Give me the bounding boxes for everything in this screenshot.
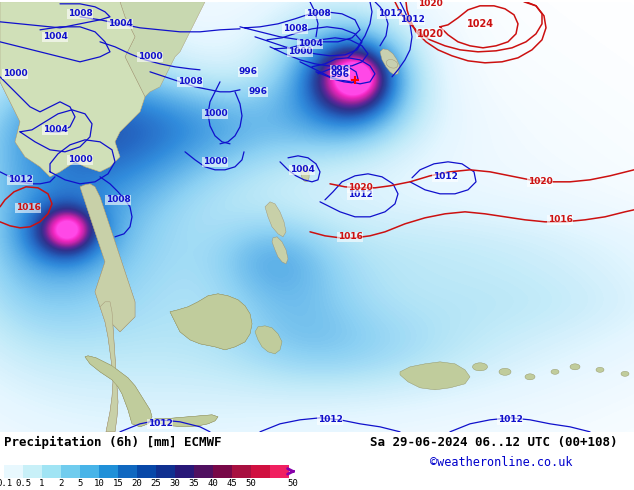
Ellipse shape [570,364,580,370]
Text: 1016: 1016 [548,215,573,224]
Text: 1000: 1000 [138,52,162,61]
Text: 1020: 1020 [347,183,372,193]
Text: 1012: 1012 [8,175,32,184]
Bar [156,465,175,478]
Polygon shape [85,356,152,427]
Text: 1000: 1000 [3,69,27,78]
Bar [80,465,99,478]
Text: 25: 25 [151,479,162,488]
Text: 50: 50 [288,479,299,488]
Text: 1000: 1000 [68,155,93,164]
Text: 1020: 1020 [417,29,444,39]
Ellipse shape [386,60,398,68]
Text: 1004: 1004 [42,32,67,41]
Text: 5: 5 [77,479,82,488]
Polygon shape [0,2,145,177]
Polygon shape [272,237,288,264]
Bar [213,465,232,478]
Text: 20: 20 [132,479,143,488]
Ellipse shape [472,363,488,371]
Text: 1012: 1012 [148,419,172,428]
Ellipse shape [551,369,559,374]
Text: 0.1: 0.1 [0,479,12,488]
Text: 1012: 1012 [378,9,403,18]
Bar [137,465,156,478]
Text: 996: 996 [330,71,349,79]
Text: 1000: 1000 [203,157,228,166]
Text: 1008: 1008 [178,77,202,86]
Polygon shape [170,294,252,350]
Bar [99,465,118,478]
Text: 1004: 1004 [108,19,133,28]
Text: 30: 30 [170,479,181,488]
Bar [42,465,61,478]
Text: 1016: 1016 [16,203,41,212]
Text: 1016: 1016 [337,232,363,242]
Text: 2: 2 [58,479,63,488]
Polygon shape [255,326,282,354]
Bar [270,465,289,478]
Polygon shape [85,356,152,427]
Text: 10: 10 [94,479,105,488]
Bar [232,465,251,478]
Text: Sa 29-06-2024 06..12 UTC (00+108): Sa 29-06-2024 06..12 UTC (00+108) [370,436,618,449]
Ellipse shape [596,368,604,372]
Polygon shape [80,184,135,332]
Text: 1008: 1008 [106,196,131,204]
Text: 1: 1 [39,479,44,488]
Polygon shape [0,2,145,177]
Bar [61,465,80,478]
Polygon shape [380,49,400,75]
Text: 1004: 1004 [290,165,314,174]
Text: 1012: 1012 [347,190,372,199]
Text: 45: 45 [226,479,237,488]
Text: 1012: 1012 [498,416,522,424]
Text: 1008: 1008 [306,9,330,18]
Polygon shape [0,2,200,77]
Polygon shape [100,302,118,432]
Polygon shape [170,294,252,350]
Text: 50: 50 [245,479,256,488]
Text: 1004: 1004 [297,39,323,49]
Polygon shape [400,362,470,390]
Bar [23,465,42,478]
Polygon shape [100,302,118,432]
Bar [251,465,270,478]
Ellipse shape [621,371,629,376]
Text: 1020: 1020 [418,0,443,8]
Text: 40: 40 [207,479,218,488]
Polygon shape [0,2,205,97]
Text: 1004: 1004 [42,125,67,134]
Ellipse shape [525,374,535,380]
Polygon shape [152,415,218,427]
Polygon shape [152,415,218,427]
Bar [194,465,213,478]
Text: 1008: 1008 [68,9,93,18]
Text: 0.5: 0.5 [15,479,31,488]
Text: 1008: 1008 [283,24,307,33]
Polygon shape [80,184,135,332]
Text: 15: 15 [113,479,124,488]
Bar [175,465,194,478]
Text: 1012: 1012 [399,15,424,24]
Text: 996: 996 [330,65,349,74]
Bar [4,465,23,478]
Text: 1000: 1000 [288,48,313,56]
Text: ©weatheronline.co.uk: ©weatheronline.co.uk [430,456,573,469]
Bar [118,465,137,478]
Text: 1020: 1020 [527,177,552,186]
Text: 996: 996 [249,87,268,97]
Ellipse shape [499,368,511,375]
Text: 1024: 1024 [467,19,493,29]
Text: 35: 35 [189,479,199,488]
Polygon shape [265,202,286,237]
Text: 1000: 1000 [203,109,228,118]
Ellipse shape [301,166,309,182]
Text: Precipitation (6h) [mm] ECMWF: Precipitation (6h) [mm] ECMWF [4,436,221,449]
Text: 996: 996 [238,67,257,76]
Text: 1012: 1012 [432,172,458,181]
Text: 1012: 1012 [318,416,342,424]
